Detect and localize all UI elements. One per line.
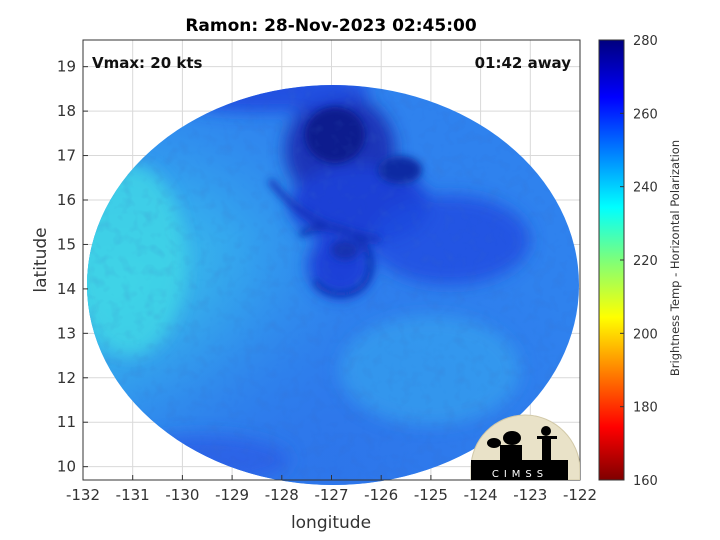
time-away-label: 01:42 away [475,54,572,72]
x-ticks: -132 -131 -130 -129 -128 -127 -126 -125 -124 -123… [66,475,597,504]
vmax-label: Vmax: 20 kts [92,54,202,72]
y-tick-label: 16 [57,191,76,209]
x-tick-label: -122 [563,486,597,504]
y-axis-label: latitude [31,227,51,292]
colorbar-tick-label: 280 [633,34,658,49]
colorbar-tick-label: 260 [633,107,658,122]
y-tick-label: 17 [57,147,76,165]
y-tick-label: 19 [57,58,76,76]
y-tick-label: 12 [57,369,76,387]
x-tick-label: -131 [116,486,150,504]
colorbar: 160 180 200 220 240 260 280 Brightness Temp - … [598,34,682,489]
x-tick-label: -132 [66,486,100,504]
colorbar-ticks: 160 180 200 220 240 260 280 [620,34,658,489]
x-tick-label: -126 [364,486,398,504]
colorbar-tick-label: 160 [633,474,658,489]
y-tick-label: 13 [57,324,76,342]
cimss-logo: CIMSS [470,414,580,480]
y-tick-label: 10 [57,458,76,476]
x-tick-label: -129 [215,486,249,504]
x-tick-label: -123 [513,486,547,504]
cimss-logo-text: CIMSS [492,469,548,480]
y-tick-label: 11 [57,413,76,431]
brightness-temp-swath [87,85,579,485]
colorbar-gradient [598,39,625,481]
colorbar-tick-label: 180 [633,401,658,416]
x-axis-label: longitude [291,513,371,533]
x-tick-label: -125 [414,486,448,504]
colorbar-tick-label: 220 [633,254,658,269]
y-tick-label: 18 [57,102,76,120]
colorbar-tick-label: 240 [633,181,658,196]
chart-title: Ramon: 28-Nov-2023 02:45:00 [185,16,477,36]
y-tick-label: 15 [57,235,76,253]
colorbar-label: Brightness Temp - Horizontal Polarizatio… [668,140,682,376]
x-tick-label: -127 [314,486,348,504]
x-tick-label: -128 [265,486,299,504]
x-tick-label: -130 [165,486,199,504]
y-tick-label: 14 [57,280,76,298]
colorbar-tick-label: 200 [633,327,658,342]
plot-area: -132 -131 -130 -129 -128 -127 -126 -125 -124 -123… [57,39,597,504]
x-tick-label: -124 [464,486,498,504]
y-ticks: 10 11 12 13 14 15 16 17 18 19 [57,58,88,476]
